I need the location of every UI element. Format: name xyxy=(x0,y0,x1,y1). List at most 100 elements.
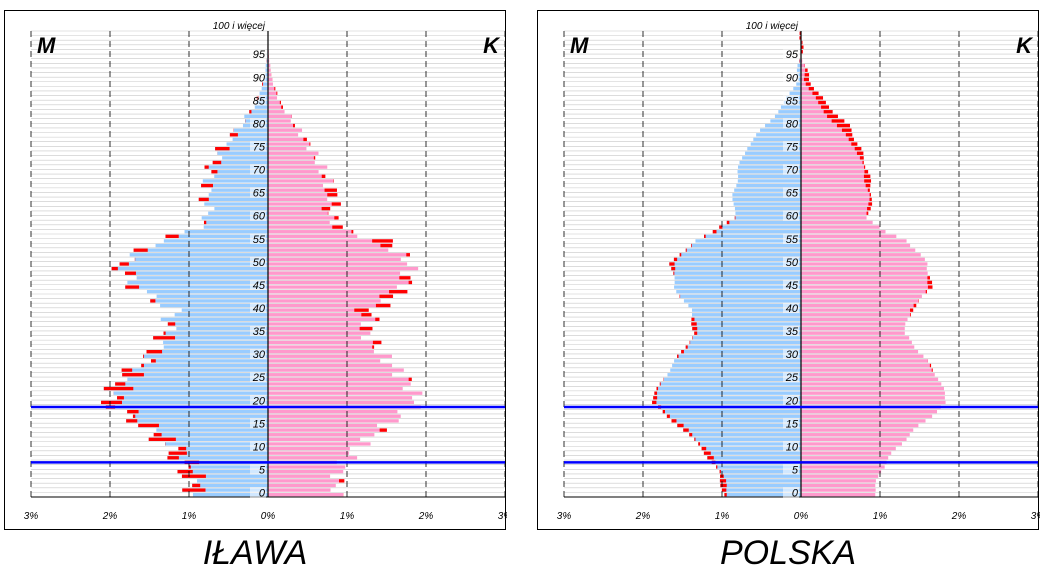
male-bar xyxy=(671,419,801,422)
age-tick-label: 90 xyxy=(253,72,266,84)
female-surplus-bar xyxy=(351,230,353,233)
female-bar xyxy=(801,156,864,159)
female-bar xyxy=(268,456,357,459)
female-bar xyxy=(801,184,870,187)
female-bar xyxy=(268,248,388,251)
male-bar xyxy=(670,368,801,371)
female-bar xyxy=(801,295,922,298)
male-bar xyxy=(204,202,268,205)
female-surplus-bar xyxy=(805,73,809,76)
female-surplus-bar xyxy=(809,87,814,90)
male-bar xyxy=(141,364,268,367)
female-bar xyxy=(801,267,927,270)
age-tick-label: 20 xyxy=(785,395,799,407)
female-surplus-bar xyxy=(849,138,854,141)
female-bar xyxy=(268,341,381,344)
female-bar xyxy=(268,198,327,201)
female-bar xyxy=(801,322,905,325)
female-bar xyxy=(268,258,401,261)
age-tick-label: 55 xyxy=(253,234,266,246)
age-tick-label: 25 xyxy=(785,372,799,384)
male-surplus-bar xyxy=(724,493,726,496)
male-bar xyxy=(154,433,268,436)
chart-panel-polska: 3%2%1%0%1%2%3%05101520253035404550556065… xyxy=(537,10,1039,530)
male-bar xyxy=(664,378,801,381)
male-surplus-bar xyxy=(691,322,696,325)
female-bar xyxy=(801,248,915,251)
male-surplus-bar xyxy=(669,262,674,265)
male-bar xyxy=(114,392,268,395)
female-bar xyxy=(801,396,945,399)
female-bar xyxy=(801,447,896,450)
female-surplus-bar xyxy=(927,281,932,284)
female-bar xyxy=(268,152,318,155)
age-tick-label: 40 xyxy=(786,303,799,315)
x-tick-label: 3% xyxy=(24,511,39,522)
female-surplus-bar xyxy=(380,244,392,247)
age-tick-label: 55 xyxy=(786,234,799,246)
male-surplus-bar xyxy=(663,410,665,413)
female-surplus-bar xyxy=(864,175,870,178)
female-surplus-bar xyxy=(372,239,393,242)
female-bar xyxy=(268,235,357,238)
female-bar xyxy=(801,410,937,413)
female-bar xyxy=(801,401,946,404)
male-surplus-bar xyxy=(213,161,221,164)
male-bar xyxy=(675,276,801,279)
male-bar xyxy=(137,276,268,279)
male-bar xyxy=(686,345,801,348)
age-tick-label: 35 xyxy=(253,326,266,338)
male-bar xyxy=(101,401,268,404)
female-bar xyxy=(801,165,865,168)
female-bar xyxy=(268,479,344,482)
female-bar xyxy=(801,359,928,362)
male-bar xyxy=(156,244,268,247)
male-bar xyxy=(133,415,268,418)
female-surplus-bar xyxy=(867,212,869,215)
male-surplus-bar xyxy=(720,484,726,487)
female-bar xyxy=(268,184,323,187)
male-surplus-bar xyxy=(691,244,692,247)
female-surplus-bar xyxy=(927,276,930,279)
female-side-label: K xyxy=(1016,33,1034,58)
age-tick-label: 0 xyxy=(259,488,266,500)
female-bar xyxy=(801,424,918,427)
female-bar xyxy=(268,276,410,279)
x-tick-label: 1% xyxy=(182,511,197,522)
male-bar xyxy=(719,225,801,228)
male-bar xyxy=(684,299,801,302)
female-bar xyxy=(268,308,369,311)
age-tick-label: 75 xyxy=(786,141,799,153)
female-bar xyxy=(801,276,930,279)
female-bar xyxy=(801,378,938,381)
male-surplus-bar xyxy=(122,368,133,371)
female-surplus-bar xyxy=(379,295,393,298)
male-bar xyxy=(734,202,801,205)
male-bar xyxy=(686,248,801,251)
female-bar xyxy=(801,313,911,316)
male-bar xyxy=(756,133,801,136)
female-bar xyxy=(801,272,928,275)
female-bar xyxy=(268,396,412,399)
male-bar xyxy=(156,428,268,431)
male-surplus-bar xyxy=(141,364,144,367)
male-bar xyxy=(675,281,801,284)
male-bar xyxy=(691,318,801,321)
male-bar xyxy=(667,415,801,418)
female-surplus-bar xyxy=(914,304,917,307)
male-surplus-bar xyxy=(722,488,726,491)
male-bar xyxy=(673,272,801,275)
age-tick-label: 50 xyxy=(786,257,799,269)
male-surplus-bar xyxy=(201,184,213,187)
age-tick-label: 70 xyxy=(253,165,266,177)
age-tick-label: 45 xyxy=(786,280,799,292)
male-bar xyxy=(147,350,268,353)
age-tick-label: 35 xyxy=(786,326,799,338)
female-bar xyxy=(801,470,881,473)
male-bar xyxy=(692,336,801,339)
x-tick-label: 0% xyxy=(794,511,809,522)
female-bar xyxy=(801,484,875,487)
male-bar xyxy=(222,156,268,159)
male-surplus-bar xyxy=(199,198,209,201)
female-bar xyxy=(801,336,909,339)
